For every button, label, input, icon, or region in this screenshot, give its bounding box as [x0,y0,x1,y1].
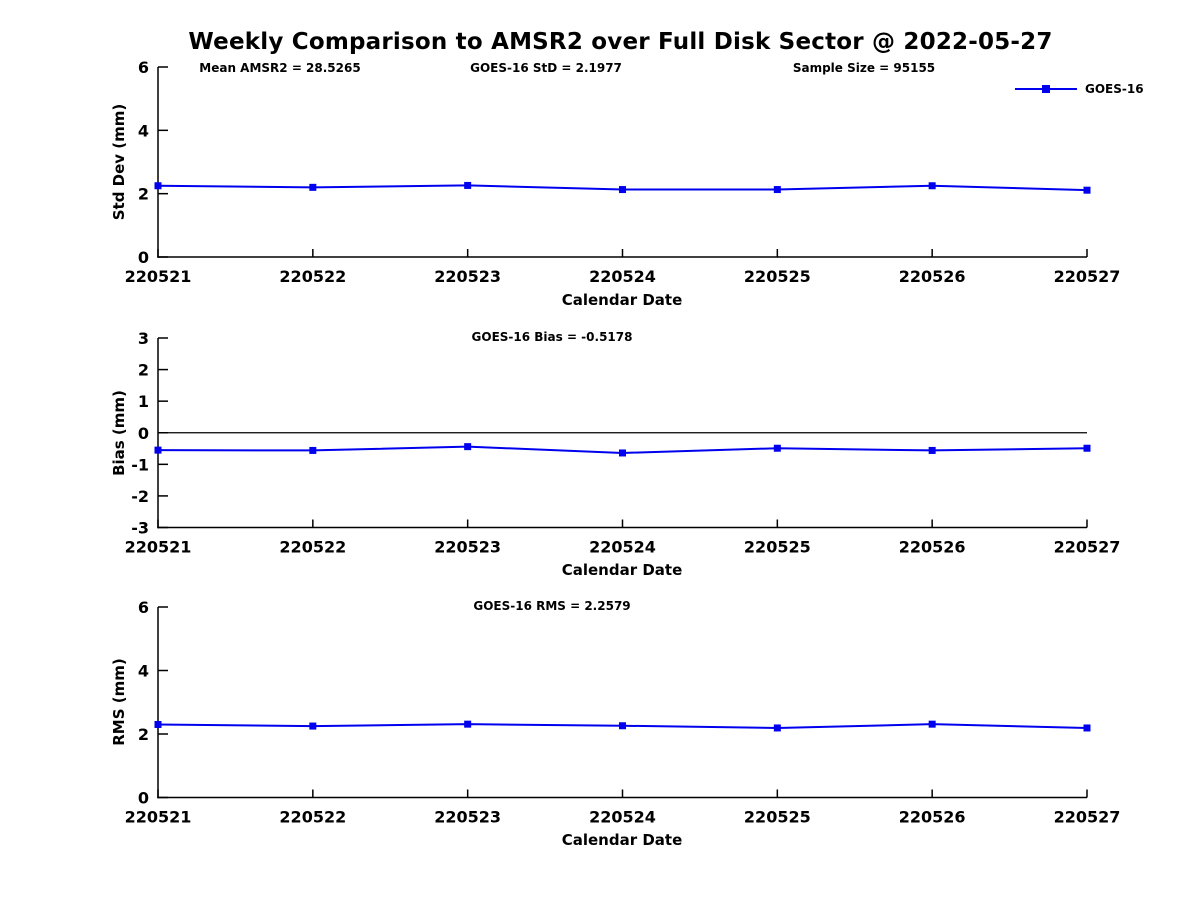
y-tick-label: 0 [138,789,149,808]
y-tick-label: 0 [138,248,149,267]
y-tick-label: 6 [138,598,149,617]
subplot-rms-title: GOES-16 RMS = 2.2579 [473,599,631,613]
data-marker [154,720,162,728]
data-marker [1083,724,1091,732]
x-tick-label: 220522 [279,538,346,557]
data-marker [928,446,936,454]
x-tick-label: 220521 [125,267,192,286]
x-tick-label: 220527 [1054,267,1121,286]
x-tick-label: 220524 [589,267,656,286]
y-tick-label: 3 [138,329,149,348]
y-tick-label: 4 [138,662,149,681]
calendar-date-label-3: Calendar Date [561,831,683,849]
x-tick-label: 220527 [1054,538,1121,557]
x-tick-label: 220523 [434,808,501,827]
data-marker [464,443,472,451]
subplot-1: -3 -2 -1 0 1 2 3 220521 220522 220523 220524 220525… [125,329,1121,557]
y-tick-label: 4 [138,121,149,140]
data-marker [464,720,472,728]
figure-title: Weekly Comparison to AMSR2 over Full Dis… [188,29,1053,55]
calendar-date-label-2: Calendar Date [561,561,683,579]
data-marker [154,182,162,190]
annotation-goes16-std: GOES-16 StD = 2.1977 [470,61,622,75]
x-tick-label: 220525 [744,538,811,557]
x-tick-label: 220523 [434,267,501,286]
data-marker [773,444,781,452]
data-marker [1083,186,1091,194]
x-tick-label: 220526 [899,808,966,827]
data-marker [773,186,781,194]
data-marker [928,720,936,728]
subplot-2: 0 2 4 6 220521 220522 220523 220524 220525 220526… [125,598,1121,827]
data-marker [154,446,162,454]
x-tick-label: 220526 [899,267,966,286]
y-tick-label: -1 [131,455,149,474]
subplot-0: 0 2 4 6 220521 220522 220523 220524 220525 220526… [125,58,1121,286]
data-marker [309,183,317,191]
y-tick-label: -3 [131,519,149,538]
y-tick-label: 6 [138,58,149,77]
data-marker [309,446,317,454]
subplot-bias-title: GOES-16 Bias = -0.5178 [471,330,633,344]
annotation-mean-amsr2: Mean AMSR2 = 28.5265 [199,61,361,75]
y-tick-label: 2 [138,361,149,380]
y-tick-label: 2 [138,725,149,744]
data-marker [773,724,781,732]
x-tick-label: 220525 [744,267,811,286]
data-marker [464,181,472,189]
legend-line-marker-icon [1015,85,1077,93]
y-tick-label: 2 [138,185,149,204]
data-marker [619,722,626,730]
data-marker [928,182,936,190]
data-marker [1083,444,1091,452]
x-tick-label: 220525 [744,808,811,827]
x-tick-label: 220521 [125,538,192,557]
data-marker [619,186,626,194]
x-tick-label: 220527 [1054,808,1121,827]
x-tick-label: 220524 [589,538,656,557]
x-tick-label: 220524 [589,808,656,827]
x-tick-label: 220521 [125,808,192,827]
y-tick-label: -2 [131,487,149,506]
x-tick-label: 220523 [434,538,501,557]
calendar-date-label-1: Calendar Date [561,291,683,309]
x-tick-label: 220522 [279,808,346,827]
legend: GOES-16 [1013,81,1144,97]
y-tick-label: 1 [138,392,149,411]
data-marker [619,449,626,457]
annotation-sample-size: Sample Size = 95155 [792,61,936,75]
legend-label: GOES-16 [1085,82,1144,96]
y-tick-label: 0 [138,424,149,443]
x-tick-label: 220522 [279,267,346,286]
data-marker [309,722,317,730]
x-tick-label: 220526 [899,538,966,557]
